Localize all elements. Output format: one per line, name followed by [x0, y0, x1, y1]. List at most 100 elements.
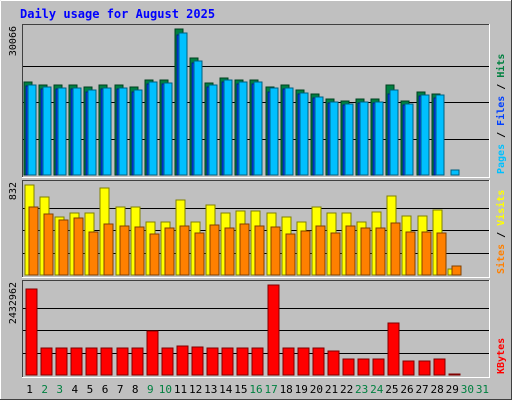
- bar-sites-day-17: [270, 226, 281, 276]
- bar-pages-day-24: [374, 101, 384, 176]
- bar-kbytes: [131, 347, 144, 376]
- bar-pages-day-20: [314, 96, 324, 176]
- bar-sites: [330, 232, 341, 276]
- x-tick-day-11: 11: [174, 383, 187, 396]
- bar-sites: [390, 222, 401, 276]
- bar-pages: [148, 81, 158, 176]
- bar-pages-day-17: [269, 87, 279, 176]
- bar-sites: [164, 227, 175, 276]
- y-max-label: 30066: [8, 26, 19, 56]
- bar-kbytes: [297, 347, 310, 376]
- bar-kbytes-day-27: [418, 360, 431, 376]
- bar-kbytes-day-7: [116, 347, 129, 376]
- bar-sites-day-22: [345, 225, 356, 276]
- bar-sites-day-14: [224, 227, 235, 276]
- bar-kbytes-day-8: [131, 347, 144, 376]
- bar-kbytes: [402, 360, 415, 376]
- bar-kbytes-day-24: [372, 358, 385, 376]
- bar-sites: [134, 226, 145, 276]
- bar-pages-day-15: [238, 81, 248, 176]
- bar-pages: [284, 87, 294, 176]
- x-tick-day-26: 26: [400, 383, 413, 396]
- bar-sites-day-1: [28, 206, 39, 276]
- bar-kbytes: [40, 347, 53, 376]
- bar-sites-day-12: [194, 232, 205, 276]
- bar-kbytes-day-3: [55, 347, 68, 376]
- x-tick-day-21: 21: [325, 383, 338, 396]
- series-label: Sites / Visits: [495, 190, 507, 274]
- bar-pages-day-21: [329, 101, 339, 176]
- bar-kbytes-day-9: [146, 330, 159, 376]
- panel-hits-files-pages: 30066 Pages / Files / Hits: [8, 24, 507, 178]
- bar-sites: [209, 224, 220, 276]
- bar-pages-day-7: [118, 87, 128, 176]
- bar-kbytes: [25, 288, 38, 376]
- bar-pages: [102, 87, 112, 176]
- bar-kbytes: [70, 347, 83, 376]
- bar-sites: [315, 225, 326, 276]
- bar-pages: [42, 86, 52, 176]
- bar-sites: [239, 223, 250, 276]
- x-tick-day-16: 16: [249, 383, 262, 396]
- bar-pages-day-19: [299, 92, 309, 176]
- chart-panels: 30066 Pages / Files / Hits 832 Sites / Visi…: [8, 24, 507, 378]
- bar-kbytes: [206, 347, 219, 376]
- bar-pages-day-25: [389, 89, 399, 176]
- bar-pages-day-9: [148, 81, 158, 176]
- bar-kbytes-day-25: [387, 322, 400, 376]
- x-tick-day-12: 12: [189, 383, 202, 396]
- bar-kbytes-day-2: [40, 347, 53, 376]
- bar-kbytes-day-15: [236, 347, 249, 376]
- bar-sites: [224, 227, 235, 276]
- bar-sites-day-29: [451, 265, 462, 276]
- bar-sites: [194, 232, 205, 276]
- x-tick-day-18: 18: [280, 383, 293, 396]
- bar-sites: [73, 217, 84, 276]
- bar-kbytes: [433, 358, 446, 376]
- x-tick-day-1: 1: [26, 383, 33, 396]
- panel-kbytes: 2432962 KBytes: [8, 280, 507, 378]
- bar-pages: [344, 103, 354, 176]
- bar-pages: [208, 84, 218, 176]
- bar-pages: [178, 32, 188, 176]
- bar-pages: [329, 101, 339, 176]
- bar-sites: [421, 231, 432, 276]
- bar-kbytes: [55, 347, 68, 376]
- bar-sites-day-2: [43, 213, 54, 276]
- bar-pages: [133, 89, 143, 176]
- x-tick-day-14: 14: [219, 383, 233, 396]
- x-tick-day-17: 17: [264, 383, 277, 396]
- x-tick-day-30: 30: [461, 383, 474, 396]
- bar-sites: [58, 219, 69, 276]
- panel-visits-sites: 832 Sites / Visits: [8, 180, 507, 278]
- bar-sites-day-7: [119, 225, 130, 276]
- bar-kbytes-day-13: [206, 347, 219, 376]
- bar-pages: [450, 169, 460, 176]
- bar-pages-day-3: [57, 87, 67, 176]
- bar-kbytes-day-22: [342, 358, 355, 376]
- series-label-part: /: [496, 126, 507, 144]
- bar-pages-day-1: [27, 84, 37, 176]
- bar-sites-day-27: [421, 231, 432, 276]
- bar-kbytes: [251, 347, 264, 376]
- series-label-part: /: [496, 226, 507, 244]
- bar-pages: [359, 101, 369, 176]
- x-tick-day-29: 29: [446, 383, 459, 396]
- bar-kbytes-day-18: [282, 347, 295, 376]
- bar-sites-day-4: [73, 217, 84, 276]
- bar-sites-day-23: [360, 227, 371, 276]
- bar-pages-day-29: [450, 169, 460, 176]
- bar-sites: [270, 226, 281, 276]
- bar-sites: [360, 227, 371, 276]
- bar-kbytes: [282, 347, 295, 376]
- x-tick-day-22: 22: [340, 383, 353, 396]
- bar-sites: [28, 206, 39, 276]
- bar-kbytes-day-26: [402, 360, 415, 376]
- bar-kbytes-day-12: [191, 346, 204, 376]
- bar-sites-day-19: [300, 230, 311, 276]
- bar-kbytes: [116, 347, 129, 376]
- bar-kbytes: [357, 358, 370, 376]
- bar-pages-day-11: [178, 32, 188, 176]
- x-tick-day-27: 27: [415, 383, 428, 396]
- bar-sites: [88, 231, 99, 276]
